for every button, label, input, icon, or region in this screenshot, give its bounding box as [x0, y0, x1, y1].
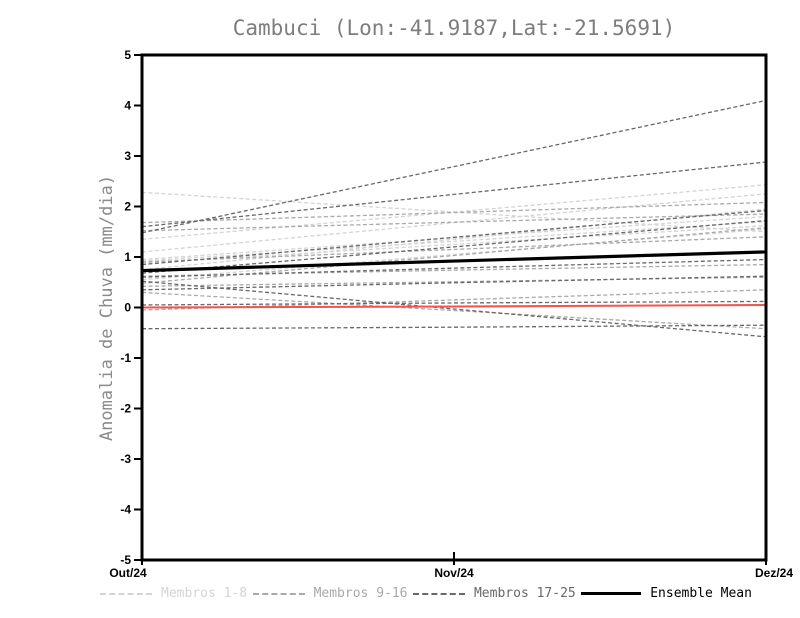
legend-label: Membros 1-8	[161, 586, 248, 601]
y-tick-label: -4	[120, 503, 131, 517]
member-line	[142, 324, 766, 330]
member-line	[142, 236, 766, 263]
member-line	[142, 193, 766, 253]
y-tick-label: 5	[124, 48, 131, 62]
solid-line-sample-icon	[581, 592, 642, 595]
legend-item-membros-17-25: Membros 17-25	[412, 586, 576, 601]
member-line	[142, 276, 766, 287]
legend-label: Membros 9-16	[313, 586, 408, 601]
legend-label: Ensemble Mean	[650, 586, 752, 601]
ensemble-mean-line	[142, 250, 766, 273]
y-tick-label: -3	[120, 452, 131, 466]
y-tick-label: 3	[124, 149, 131, 163]
legend-label: Membros 17-25	[473, 586, 576, 601]
x-tick-label: Dez/24	[755, 566, 793, 580]
member-line	[142, 219, 766, 274]
y-tick-label: -2	[120, 402, 131, 416]
legend-item-membros-1-8: Membros 1-8	[100, 586, 247, 601]
dashed-line-sample-icon	[412, 592, 465, 595]
x-tick-label: Out/24	[109, 566, 147, 580]
member-line	[142, 280, 766, 338]
zero-reference-line	[142, 303, 766, 309]
y-tick-label: 4	[124, 99, 131, 113]
y-tick-label: -5	[120, 553, 131, 567]
member-line	[142, 258, 766, 278]
member-line	[142, 300, 766, 306]
member-line	[142, 228, 766, 281]
legend-item-membros-9-16: Membros 9-16	[252, 586, 408, 601]
member-line	[142, 291, 766, 330]
member-line	[142, 225, 766, 264]
x-tick-label: Nov/24	[434, 566, 474, 580]
dashed-line-sample-icon	[252, 592, 305, 595]
member-line	[142, 201, 766, 224]
member-line	[142, 221, 766, 262]
member-line	[142, 161, 766, 228]
chart-legend: Membros 1-8 Membros 9-16 Membros 17-25 E…	[100, 586, 752, 601]
series-layer	[142, 99, 766, 338]
y-tick-label: 1	[124, 250, 131, 264]
legend-item-ensemble-mean: Ensemble Mean	[581, 586, 752, 601]
y-tick-label: -1	[120, 351, 131, 365]
member-line	[142, 209, 766, 266]
y-tick-label: 0	[124, 301, 131, 315]
y-tick-label: 2	[124, 200, 131, 214]
dashed-line-sample-icon	[100, 592, 152, 595]
member-line	[142, 99, 766, 234]
chart-title: Cambuci (Lon:-41.9187,Lat:-21.5691)	[232, 16, 676, 40]
member-line	[142, 275, 766, 291]
member-line	[142, 213, 766, 232]
